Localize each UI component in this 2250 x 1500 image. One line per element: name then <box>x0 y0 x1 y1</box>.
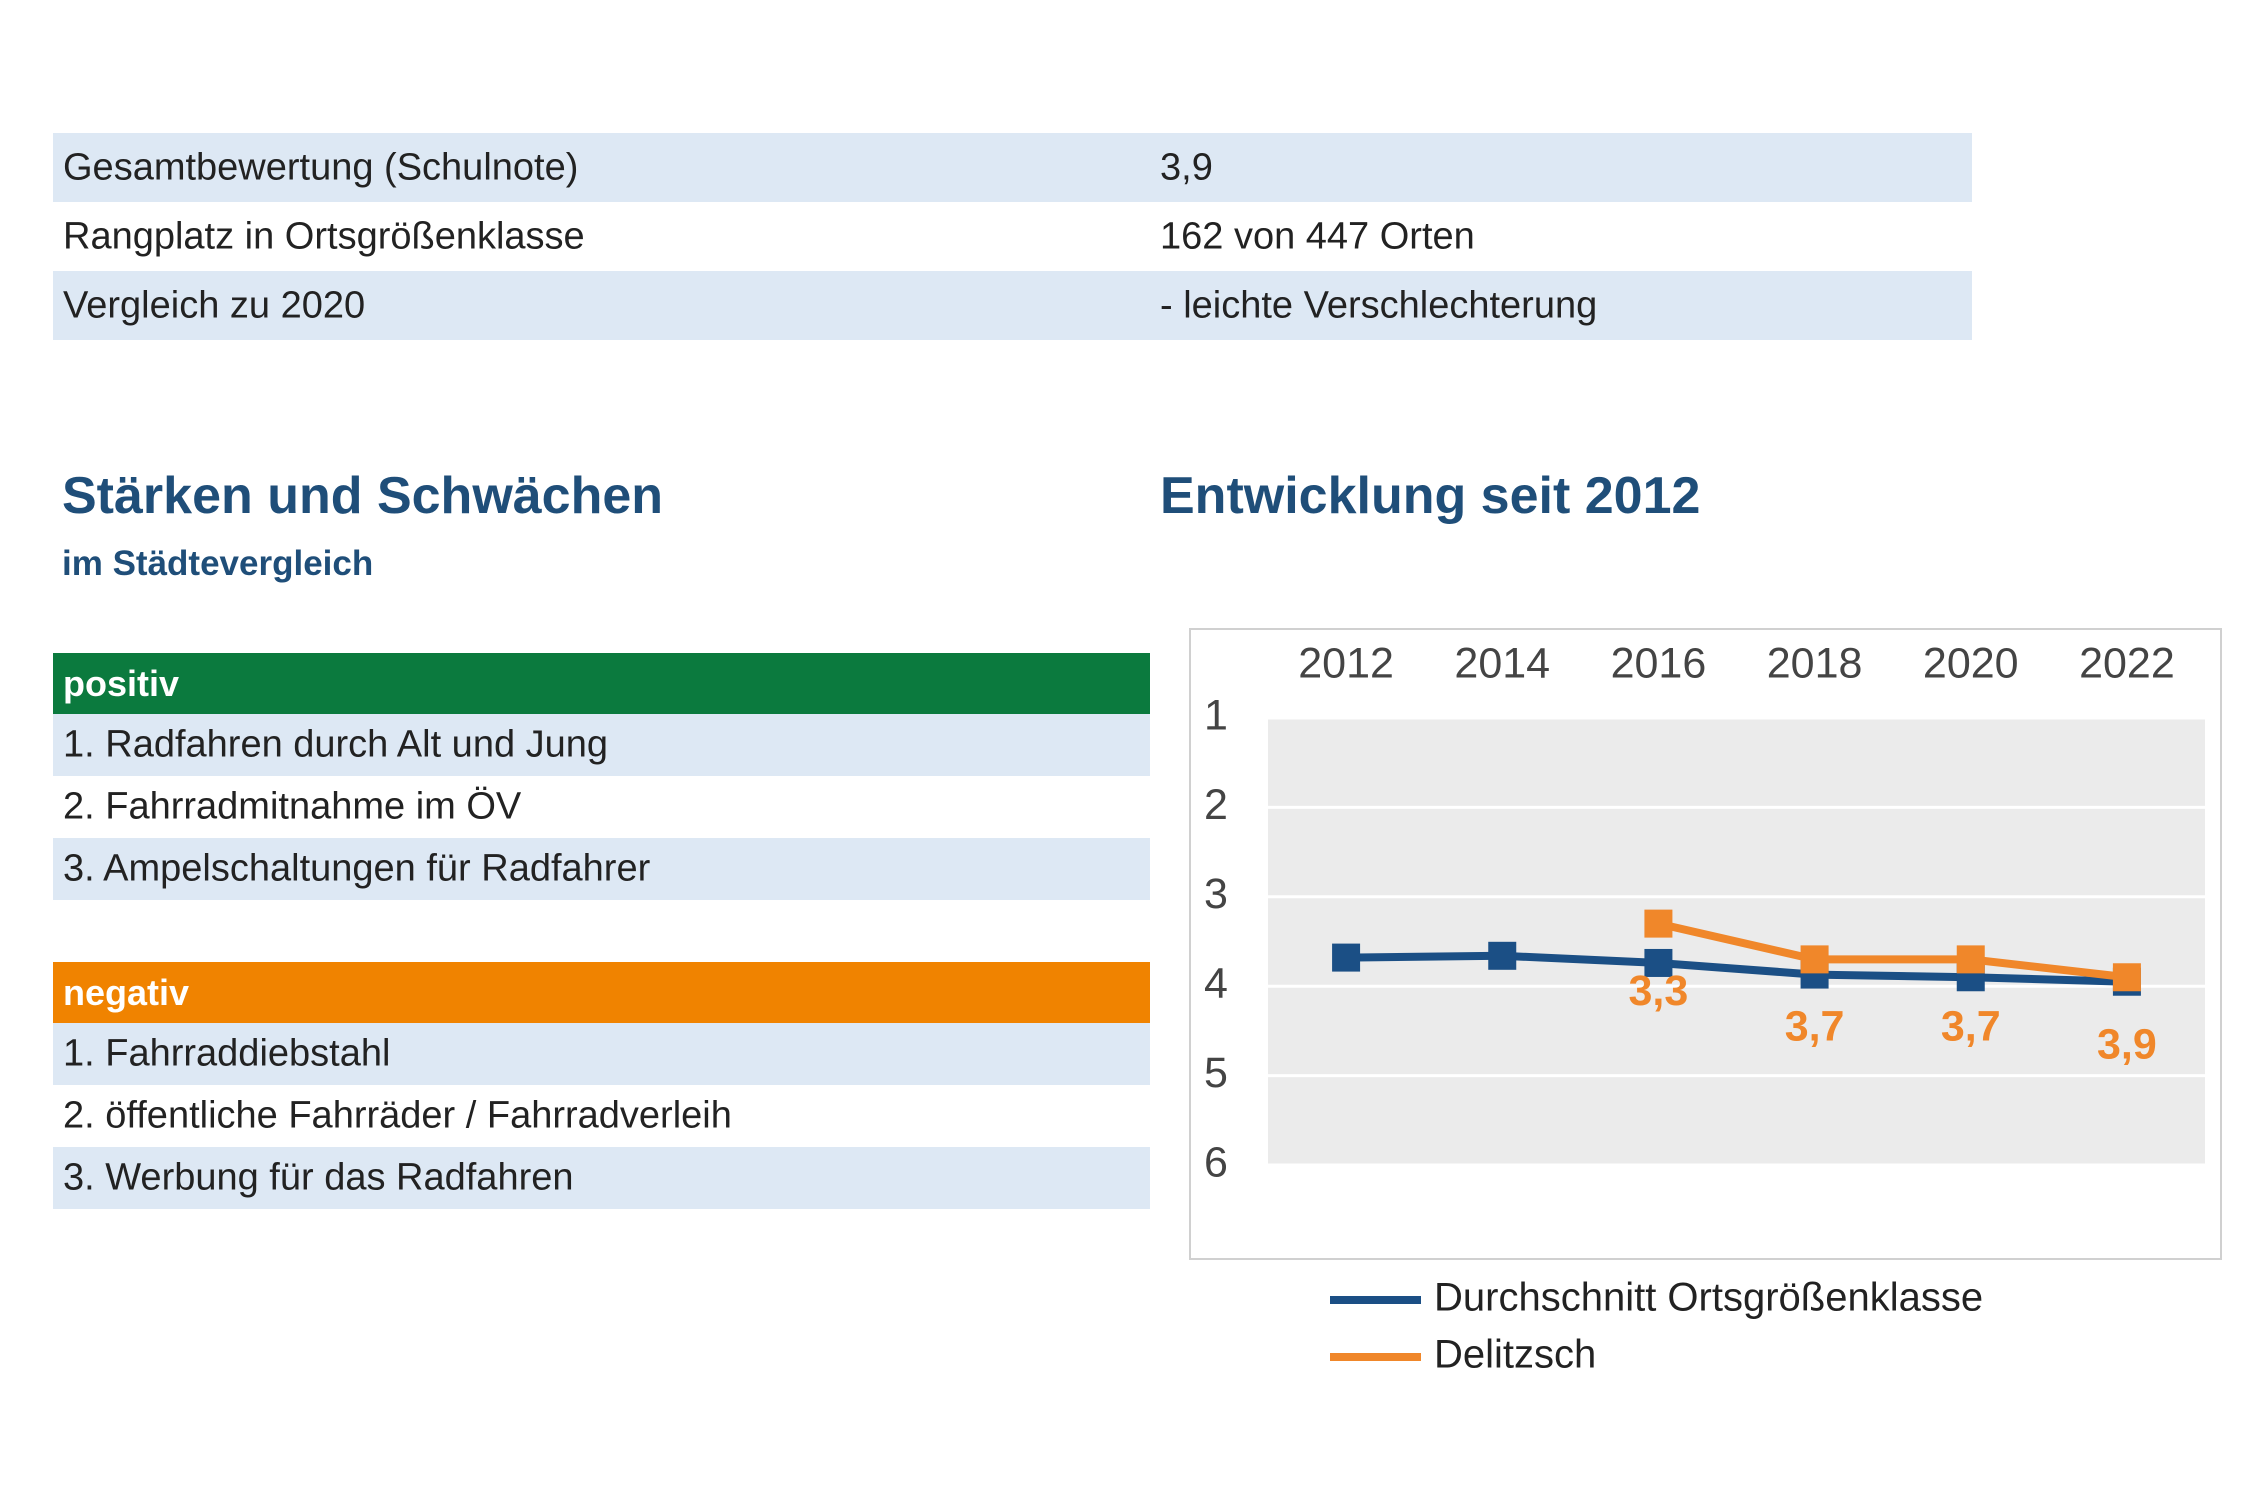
positive-item: 2. Fahrradmitnahme im ÖV <box>53 776 1150 838</box>
summary-label: Gesamtbewertung (Schulnote) <box>63 146 579 188</box>
summary-row: Gesamtbewertung (Schulnote) 3,9 <box>53 133 1972 202</box>
negative-item: 2. öffentliche Fahrräder / Fahrradverlei… <box>53 1085 1150 1147</box>
legend-label: Durchschnitt Ortsgrößenklasse <box>1434 1276 1983 1320</box>
positive-item: 3. Ampelschaltungen für Radfahrer <box>53 838 1150 900</box>
negative-item-text: 2. öffentliche Fahrräder / Fahrradverlei… <box>63 1094 732 1137</box>
x-tick-label: 2016 <box>1611 639 1707 687</box>
y-tick-label: 3 <box>1204 870 1228 918</box>
negative-header: negativ <box>53 962 1150 1023</box>
series-line <box>1657 919 2128 982</box>
y-tick-label: 5 <box>1204 1049 1228 1097</box>
summary-row: Vergleich zu 2020 - leichte Verschlechter… <box>53 271 1972 340</box>
x-tick-label: 2014 <box>1454 639 1550 687</box>
positive-item-text: 3. Ampelschaltungen für Radfahrer <box>63 847 651 890</box>
positive-header: positiv <box>53 653 1150 714</box>
series-marker <box>1800 945 1829 974</box>
section-title: Stärken und Schwächen <box>62 467 664 525</box>
summary-value: - leichte Verschlechterung <box>1160 284 1598 326</box>
negative-item-text: 3. Werbung für das Radfahren <box>63 1156 574 1199</box>
negative-item-text: 1. Fahrraddiebstahl <box>63 1032 391 1075</box>
series-marker <box>1332 943 1361 972</box>
x-tick-label: 2012 <box>1298 639 1394 687</box>
y-tick-label: 2 <box>1204 781 1228 829</box>
series-marker <box>2112 963 2141 992</box>
data-label: 3,7 <box>1785 1003 1845 1051</box>
negative-item: 1. Fahrraddiebstahl <box>53 1023 1150 1085</box>
section-subtitle: im Städtevergleich <box>62 544 374 583</box>
negative-item: 3. Werbung für das Radfahren <box>53 1147 1150 1209</box>
data-label: 3,7 <box>1941 1003 2001 1051</box>
positive-item-text: 2. Fahrradmitnahme im ÖV <box>63 785 522 828</box>
x-tick-label: 2020 <box>1923 639 2019 687</box>
series-marker <box>1644 909 1673 938</box>
series-marker <box>1644 948 1673 977</box>
positive-item: 1. Radfahren durch Alt und Jung <box>53 714 1150 776</box>
y-tick-label: 6 <box>1204 1138 1228 1186</box>
summary-value: 3,9 <box>1160 146 1213 188</box>
negative-header-text: negativ <box>63 971 190 1013</box>
summary-row: Rangplatz in Ortsgrößenklasse 162 von 447… <box>53 202 1972 271</box>
series-line <box>1346 951 2128 986</box>
positive-header-text: positiv <box>63 662 180 704</box>
x-tick-label: 2018 <box>1767 639 1863 687</box>
summary-value: 162 von 447 Orten <box>1160 215 1475 257</box>
positive-item-text: 1. Radfahren durch Alt und Jung <box>63 723 609 766</box>
summary-label: Vergleich zu 2020 <box>63 284 366 326</box>
y-tick-label: 1 <box>1204 691 1228 739</box>
chart-title: Entwicklung seit 2012 <box>1160 467 1701 525</box>
series-marker <box>1488 941 1517 970</box>
data-label: 3,3 <box>1629 967 1689 1015</box>
x-tick-label: 2022 <box>2079 639 2175 687</box>
series-marker <box>1956 945 1985 974</box>
y-tick-label: 4 <box>1204 960 1228 1008</box>
legend-label: Delitzsch <box>1434 1333 1596 1377</box>
data-label: 3,9 <box>2097 1021 2157 1069</box>
summary-label: Rangplatz in Ortsgrößenklasse <box>63 215 585 257</box>
